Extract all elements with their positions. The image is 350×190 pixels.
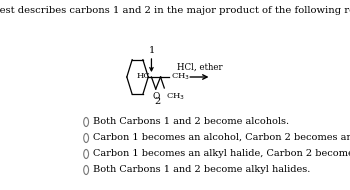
Text: Carbon 1 becomes an alkyl halide, Carbon 2 becomes an alcohol.: Carbon 1 becomes an alkyl halide, Carbon… bbox=[93, 150, 350, 158]
Text: CH$_3$: CH$_3$ bbox=[166, 91, 185, 101]
Text: Both Carbons 1 and 2 become alcohols.: Both Carbons 1 and 2 become alcohols. bbox=[93, 117, 289, 127]
Text: Both Carbons 1 and 2 become alkyl halides.: Both Carbons 1 and 2 become alkyl halide… bbox=[93, 165, 310, 174]
Text: HCl, ether: HCl, ether bbox=[176, 63, 222, 72]
Text: 2: 2 bbox=[154, 97, 160, 106]
Text: Carbon 1 becomes an alcohol, Carbon 2 becomes an alkyl halide.: Carbon 1 becomes an alcohol, Carbon 2 be… bbox=[93, 134, 350, 142]
Text: 1: 1 bbox=[148, 46, 155, 55]
Text: O: O bbox=[152, 92, 159, 101]
Text: Which best describes carbons 1 and 2 in the major product of the following react: Which best describes carbons 1 and 2 in … bbox=[0, 6, 350, 15]
Text: CH$_3$: CH$_3$ bbox=[171, 72, 190, 82]
Text: HC: HC bbox=[136, 72, 150, 80]
